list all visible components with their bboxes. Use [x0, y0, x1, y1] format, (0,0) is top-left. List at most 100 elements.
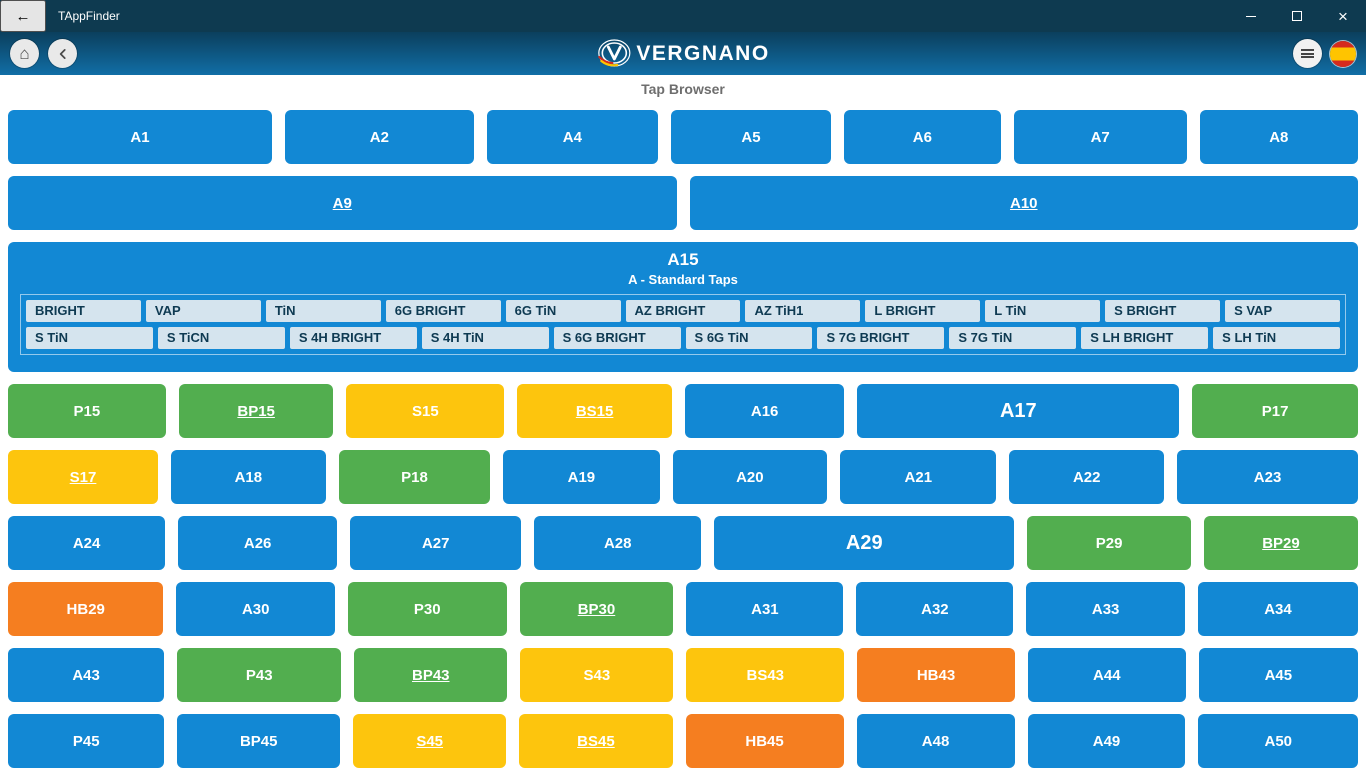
home-icon: ⌂ — [19, 43, 30, 63]
tap-button-a24[interactable]: A24 — [8, 516, 166, 570]
tap-button-a23[interactable]: A23 — [1177, 450, 1359, 504]
tap-button-a9[interactable]: A9 — [8, 176, 677, 230]
variant-chip-s-7g-tin[interactable]: S 7G TiN — [949, 327, 1077, 349]
tap-row: A1 A2 A4 A5 A6 A7 A8 — [8, 110, 1358, 164]
tap-button-p29[interactable]: P29 — [1027, 516, 1191, 570]
variant-chip-l-bright[interactable]: L BRIGHT — [865, 300, 981, 322]
window-back-button[interactable]: ← — [0, 0, 46, 32]
variant-chip-6g-bright[interactable]: 6G BRIGHT — [385, 300, 501, 322]
close-button[interactable]: × — [1320, 0, 1366, 32]
tap-button-a5[interactable]: A5 — [671, 110, 831, 164]
tap-button-a8[interactable]: A8 — [1199, 110, 1358, 164]
tap-row: A9 A10 — [8, 176, 1358, 230]
tap-button-bp45[interactable]: BP45 — [177, 714, 341, 768]
minimize-button[interactable] — [1228, 0, 1274, 32]
variant-chip-s-6g-bright[interactable]: S 6G BRIGHT — [553, 327, 681, 349]
variant-chip-s-6g-tin[interactable]: S 6G TiN — [685, 327, 813, 349]
brand-name: VERGNANO — [636, 41, 770, 65]
tap-button-a26[interactable]: A26 — [178, 516, 338, 570]
tap-button-a33[interactable]: A33 — [1026, 582, 1185, 636]
variant-chip-s-tin[interactable]: S TiN — [26, 327, 153, 349]
tap-button-hb45[interactable]: HB45 — [685, 714, 844, 768]
tap-button-a29[interactable]: A29 — [714, 516, 1015, 570]
tap-button-a21[interactable]: A21 — [840, 450, 997, 504]
tap-button-bp29[interactable]: BP29 — [1203, 516, 1358, 570]
maximize-button[interactable] — [1274, 0, 1320, 32]
close-icon: × — [1338, 6, 1348, 26]
tap-button-p15[interactable]: P15 — [8, 384, 166, 438]
tap-button-a4[interactable]: A4 — [486, 110, 658, 164]
tap-button-s15[interactable]: S15 — [346, 384, 505, 438]
menu-button[interactable] — [1293, 39, 1322, 68]
tap-button-a19[interactable]: A19 — [503, 450, 660, 504]
tap-button-a16[interactable]: A16 — [684, 384, 845, 438]
tap-button-a43[interactable]: A43 — [8, 648, 165, 702]
page-title: Tap Browser — [641, 81, 725, 97]
back-arrow-icon: ← — [15, 7, 31, 25]
tap-button-bp30[interactable]: BP30 — [519, 582, 674, 636]
variant-chip-s-lh-bright[interactable]: S LH BRIGHT — [1081, 327, 1209, 349]
variant-chip-tin[interactable]: TiN — [265, 300, 381, 322]
tap-row: A24 A26 A27 A28 A29 P29 BP29 — [8, 516, 1358, 570]
tap-button-a48[interactable]: A48 — [856, 714, 1015, 768]
tap-button-a30[interactable]: A30 — [176, 582, 335, 636]
tap-button-a32[interactable]: A32 — [856, 582, 1014, 636]
variant-chip-s-vap[interactable]: S VAP — [1225, 300, 1340, 322]
tap-button-a49[interactable]: A49 — [1027, 714, 1186, 768]
variant-chip-az-tih1[interactable]: AZ TiH1 — [745, 300, 861, 322]
tap-button-a28[interactable]: A28 — [534, 516, 702, 570]
home-button[interactable]: ⌂ — [10, 39, 39, 68]
tap-button-a17[interactable]: A17 — [857, 384, 1180, 438]
tap-button-bs43[interactable]: BS43 — [686, 648, 845, 702]
tap-button-s17[interactable]: S17 — [8, 450, 159, 504]
tap-button-a44[interactable]: A44 — [1027, 648, 1186, 702]
variant-chip-vap[interactable]: VAP — [145, 300, 261, 322]
tap-button-s43[interactable]: S43 — [520, 648, 674, 702]
tap-button-bp15[interactable]: BP15 — [178, 384, 334, 438]
tap-button-bs15[interactable]: BS15 — [517, 384, 672, 438]
window-title: TAppFinder — [58, 9, 120, 23]
tap-button-hb43[interactable]: HB43 — [857, 648, 1015, 702]
tap-button-a31[interactable]: A31 — [686, 582, 844, 636]
tap-button-p45[interactable]: P45 — [8, 714, 165, 768]
tap-button-bp43[interactable]: BP43 — [354, 648, 508, 702]
tap-button-a45[interactable]: A45 — [1198, 648, 1358, 702]
tap-button-a10[interactable]: A10 — [689, 176, 1358, 230]
window-titlebar: ← TAppFinder × — [0, 0, 1366, 32]
tap-button-a34[interactable]: A34 — [1197, 582, 1359, 636]
tap-button-a1[interactable]: A1 — [8, 110, 272, 164]
variant-chip-l-tin[interactable]: L TiN — [985, 300, 1101, 322]
tap-button-a27[interactable]: A27 — [350, 516, 522, 570]
tap-button-p18[interactable]: P18 — [338, 450, 491, 504]
variant-chip-s-lh-tin[interactable]: S LH TiN — [1213, 327, 1341, 349]
tap-button-s45[interactable]: S45 — [353, 714, 507, 768]
variant-chip-bright[interactable]: BRIGHT — [26, 300, 141, 322]
tap-button-a2[interactable]: A2 — [285, 110, 474, 164]
chip-row: BRIGHT VAP TiN 6G BRIGHT 6G TiN AZ BRIGHT AZ T… — [26, 300, 1340, 322]
variant-chip-6g-tin[interactable]: 6G TiN — [505, 300, 621, 322]
tap-button-bs45[interactable]: BS45 — [519, 714, 673, 768]
variant-chip-s-7g-bright[interactable]: S 7G BRIGHT — [817, 327, 945, 349]
variant-chip-s-4h-bright[interactable]: S 4H BRIGHT — [289, 327, 417, 349]
tap-button-a22[interactable]: A22 — [1009, 450, 1165, 504]
chip-row: S TiN S TiCN S 4H BRIGHT S 4H TiN S 6G BRIGH… — [26, 327, 1341, 349]
tap-button-a6[interactable]: A6 — [844, 110, 1001, 164]
tap-button-p43[interactable]: P43 — [177, 648, 342, 702]
variant-chip-s-ticn[interactable]: S TiCN — [157, 327, 285, 349]
maximize-icon — [1292, 11, 1302, 21]
vergnano-logo-icon — [598, 38, 631, 67]
tap-button-a18[interactable]: A18 — [171, 450, 326, 504]
tap-button-a20[interactable]: A20 — [672, 450, 828, 504]
tap-button-a50[interactable]: A50 — [1198, 714, 1359, 768]
variant-chip-s-4h-tin[interactable]: S 4H TiN — [421, 327, 549, 349]
tap-button-a7[interactable]: A7 — [1013, 110, 1187, 164]
a15-panel[interactable]: A15 A - Standard Taps BRIGHT VAP TiN 6G BRI… — [8, 242, 1358, 372]
tap-button-p17[interactable]: P17 — [1192, 384, 1358, 438]
a15-title: A15 — [667, 250, 699, 269]
tap-button-p30[interactable]: P30 — [347, 582, 507, 636]
variant-chip-az-bright[interactable]: AZ BRIGHT — [625, 300, 741, 322]
nav-back-button[interactable] — [48, 39, 77, 68]
language-flag-button[interactable] — [1330, 40, 1356, 67]
variant-chip-s-bright[interactable]: S BRIGHT — [1105, 300, 1221, 322]
tap-button-hb29[interactable]: HB29 — [8, 582, 164, 636]
